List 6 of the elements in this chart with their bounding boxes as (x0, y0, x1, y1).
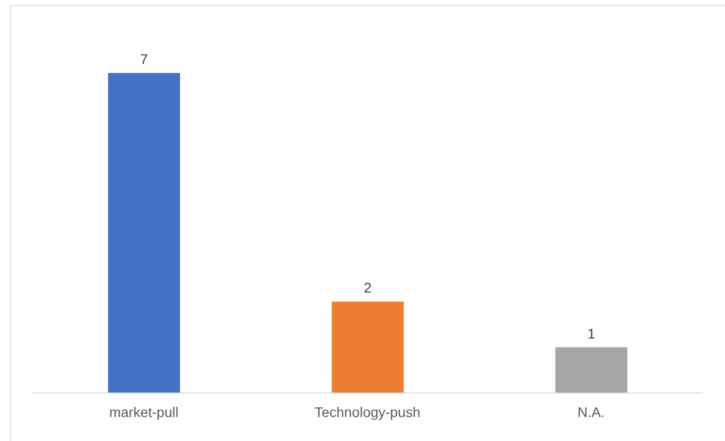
x-tick-label: market-pull (109, 404, 178, 420)
data-label: 7 (140, 51, 148, 67)
x-tick-label: N.A. (578, 404, 605, 420)
data-label: 2 (364, 280, 372, 296)
data-label: 1 (587, 325, 596, 342)
x-tick-label: Technology-push (314, 404, 420, 420)
